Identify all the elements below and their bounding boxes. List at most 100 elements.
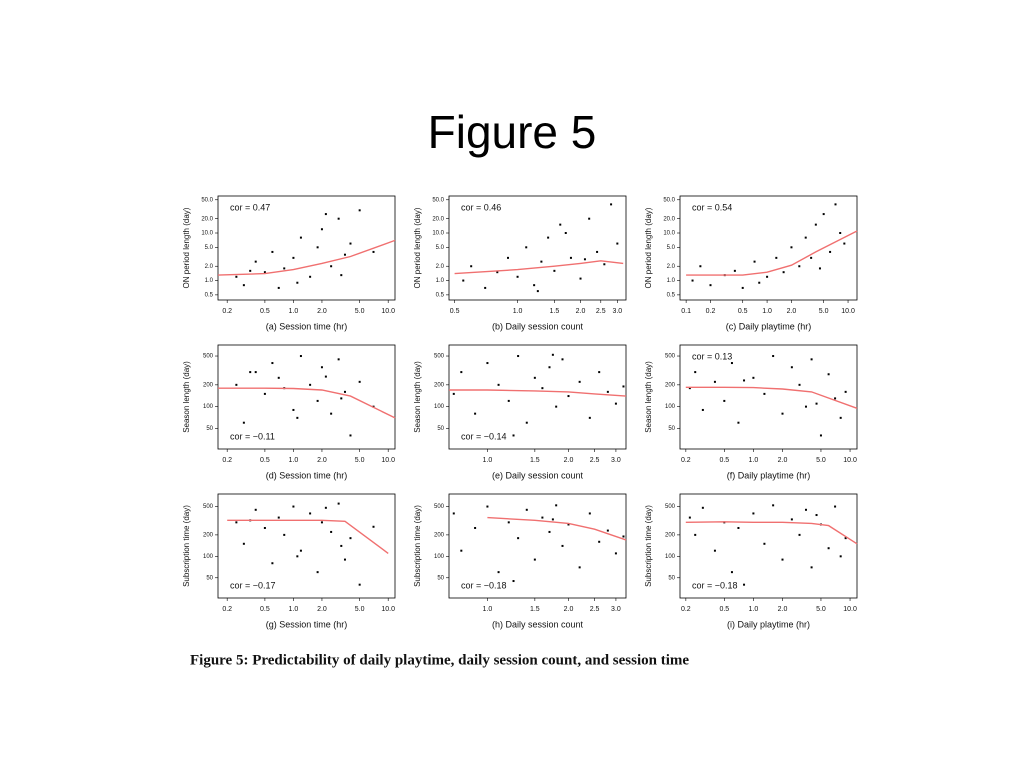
point: [775, 256, 778, 259]
point: [541, 387, 544, 390]
x-tick-label: 10.0: [843, 606, 857, 613]
point: [372, 250, 375, 253]
point: [843, 242, 846, 245]
trend-line: [218, 387, 396, 419]
x-tick-label: 1.5: [530, 606, 540, 613]
point: [804, 405, 807, 408]
point: [839, 555, 842, 558]
point: [790, 366, 793, 369]
point: [743, 379, 746, 382]
point: [254, 508, 257, 511]
x-tick-label: 2.0: [317, 457, 327, 464]
x-axis-label: (f) Daily playtime (hr): [727, 470, 811, 480]
point: [249, 269, 252, 272]
point: [254, 371, 257, 374]
plot-frame: [448, 493, 627, 599]
point: [292, 408, 295, 411]
y-tick-label: 10.0: [663, 231, 675, 237]
point: [622, 385, 625, 388]
point: [699, 265, 702, 268]
point: [606, 390, 609, 393]
point: [349, 434, 352, 437]
point: [540, 260, 543, 263]
x-tick-label: 0.5: [260, 606, 270, 613]
point: [839, 416, 842, 419]
point: [815, 402, 818, 405]
point: [277, 286, 280, 289]
x-tick-label: 5.0: [819, 308, 829, 315]
point: [320, 366, 323, 369]
point: [271, 362, 274, 365]
point: [598, 540, 601, 543]
point: [567, 523, 570, 526]
point: [606, 529, 609, 532]
point: [320, 228, 323, 231]
point: [358, 583, 361, 586]
y-tick-label: 200: [203, 532, 214, 538]
point: [343, 558, 346, 561]
point: [569, 256, 572, 259]
point: [358, 380, 361, 383]
point: [588, 512, 591, 515]
x-tick-label: 0.5: [450, 308, 460, 315]
point: [772, 355, 775, 358]
y-tick-label: 2.0: [436, 264, 445, 270]
point: [561, 358, 564, 361]
point: [309, 275, 312, 278]
plot-frame: [217, 493, 396, 599]
point: [299, 355, 302, 358]
point: [452, 392, 455, 395]
point: [516, 275, 519, 278]
point: [271, 562, 274, 565]
point: [316, 571, 319, 574]
plot-frame: [679, 344, 858, 450]
point: [596, 250, 599, 253]
y-tick-label: 500: [203, 504, 214, 510]
plot-frame: [679, 195, 858, 301]
point: [844, 537, 847, 540]
point: [781, 558, 784, 561]
point: [349, 242, 352, 245]
y-axis-label: ON period length (day): [182, 207, 191, 288]
point: [753, 260, 756, 263]
point: [622, 535, 625, 538]
point: [340, 397, 343, 400]
point: [507, 256, 510, 259]
point: [254, 260, 257, 263]
point: [551, 353, 554, 356]
point: [486, 505, 489, 508]
point: [814, 223, 817, 226]
annotation: cor = −0.18: [692, 580, 738, 590]
point: [330, 530, 333, 533]
point: [713, 549, 716, 552]
y-tick-label: 10.0: [201, 231, 213, 237]
point: [309, 383, 312, 386]
point: [810, 566, 813, 569]
y-tick-label: 20.0: [663, 216, 675, 222]
annotation: cor = −0.14: [461, 431, 507, 441]
point: [309, 512, 312, 515]
x-tick-label: 2.0: [778, 457, 788, 464]
point: [512, 580, 515, 583]
point: [844, 390, 847, 393]
point: [337, 358, 340, 361]
point: [372, 525, 375, 528]
x-tick-label: 1.0: [513, 308, 523, 315]
point: [815, 514, 818, 517]
point: [541, 516, 544, 519]
y-tick-label: 50.0: [663, 197, 675, 203]
annotation: cor = −0.17: [230, 580, 276, 590]
point: [343, 253, 346, 256]
y-tick-label: 5.0: [667, 245, 676, 251]
point: [337, 502, 340, 505]
x-axis-label: (g) Session time (hr): [266, 619, 348, 629]
x-tick-label: 2.0: [576, 308, 586, 315]
x-tick-label: 5.0: [816, 457, 826, 464]
point: [299, 549, 302, 552]
point: [827, 373, 830, 376]
point: [588, 217, 591, 220]
x-tick-label: 0.2: [706, 308, 716, 315]
x-tick-label: 10.0: [381, 606, 395, 613]
x-tick-label: 2.5: [596, 308, 606, 315]
point: [730, 362, 733, 365]
